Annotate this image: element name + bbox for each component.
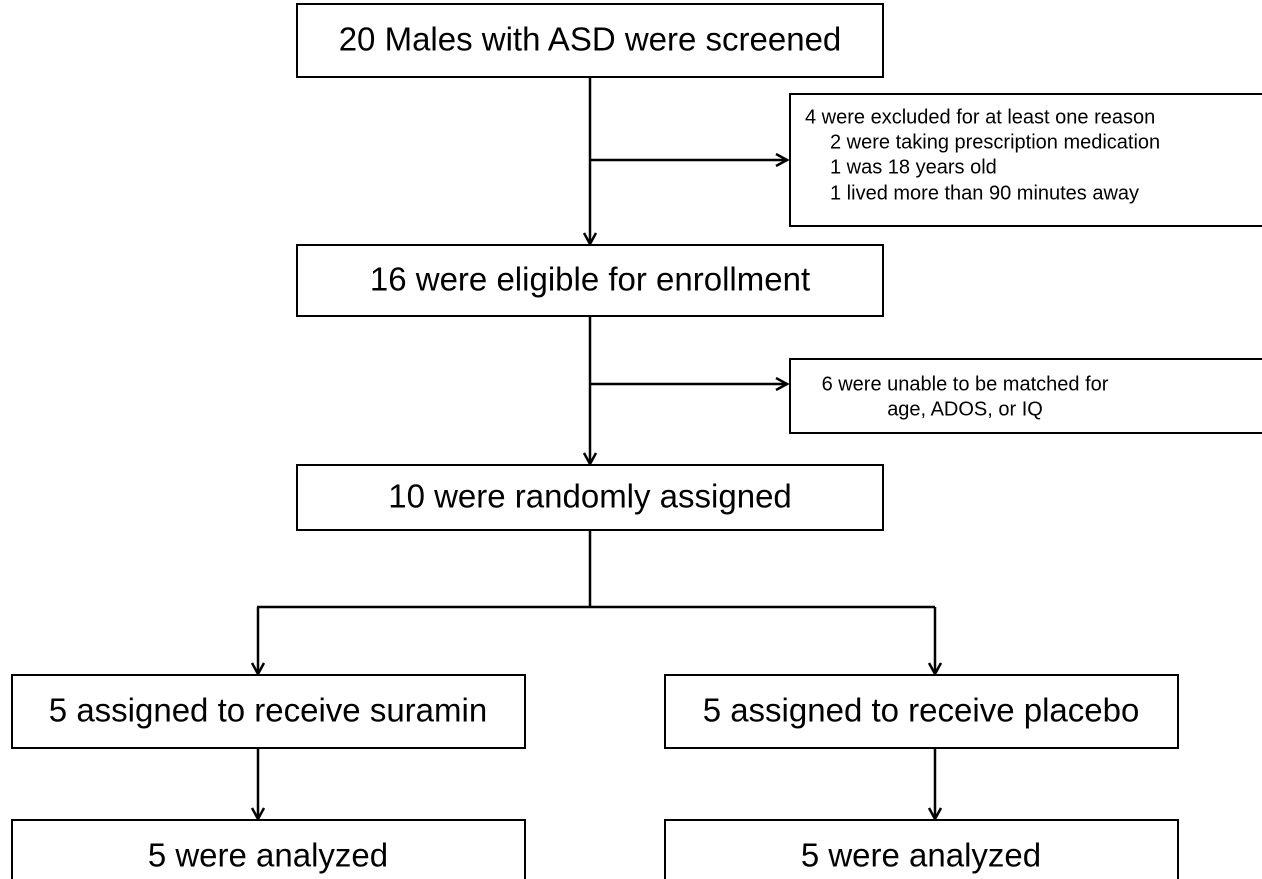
- connectors: [257, 77, 935, 819]
- exclusion-line: 4 were excluded for at least one reason: [805, 106, 1155, 128]
- exclusion-line: 1 was 18 years old: [830, 156, 997, 178]
- box: [664, 819, 1179, 879]
- box-label: 16 were eligible for enrollment: [370, 261, 810, 298]
- box-label: 5 assigned to receive suramin: [49, 692, 487, 729]
- box-label: 5 were analyzed: [148, 837, 388, 874]
- exclusion-line: 2 were taking prescription medication: [830, 131, 1160, 153]
- exclusion-line: age, ADOS, or IQ: [887, 398, 1043, 420]
- box-label: 10 were randomly assigned: [388, 478, 792, 515]
- box: [664, 674, 1179, 749]
- exclusion-line: 1 lived more than 90 minutes away: [830, 182, 1139, 204]
- box: [296, 3, 884, 78]
- exclusion-line: 6 were unable to be matched for: [822, 373, 1109, 395]
- box: [11, 819, 526, 879]
- exclusion-box: [789, 93, 1262, 227]
- box: [11, 674, 526, 749]
- box-label: 20 Males with ASD were screened: [339, 21, 842, 58]
- exclusion-box: [789, 358, 1262, 434]
- box: [296, 244, 884, 317]
- box: [296, 464, 884, 531]
- box-label: 5 were analyzed: [801, 837, 1041, 874]
- box-label: 5 assigned to receive placebo: [703, 692, 1140, 729]
